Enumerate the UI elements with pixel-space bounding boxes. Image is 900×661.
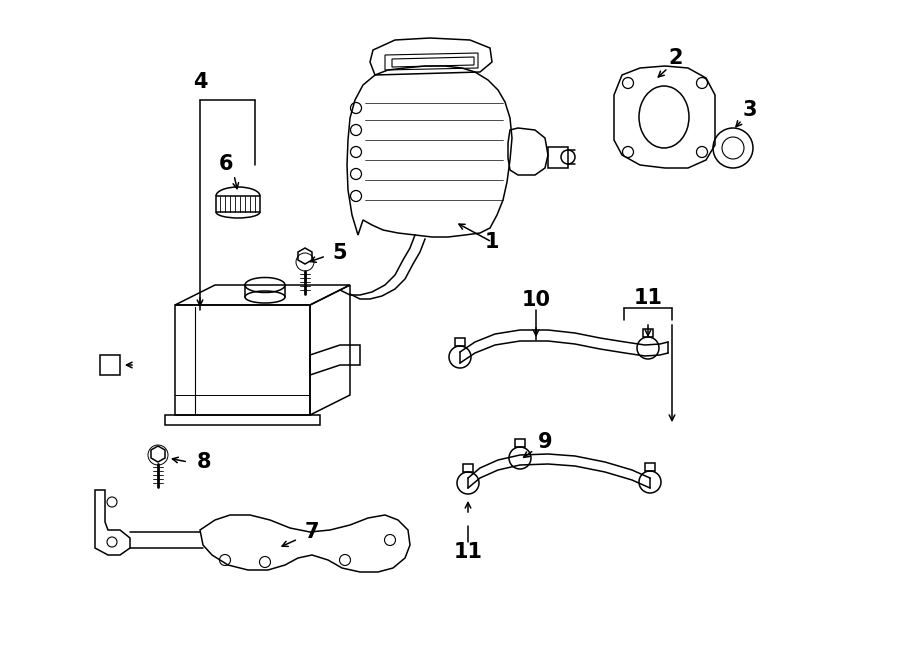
Text: 5: 5 [333, 243, 347, 263]
Text: 2: 2 [669, 48, 683, 68]
Text: 8: 8 [197, 452, 211, 472]
Text: 10: 10 [521, 290, 551, 310]
Text: 9: 9 [537, 432, 553, 452]
Text: 4: 4 [193, 72, 207, 92]
Text: 11: 11 [634, 288, 662, 308]
Text: 1: 1 [485, 232, 500, 252]
Text: 3: 3 [742, 100, 757, 120]
Text: 6: 6 [219, 154, 233, 174]
Text: 7: 7 [305, 522, 320, 542]
Text: 11: 11 [454, 542, 482, 562]
